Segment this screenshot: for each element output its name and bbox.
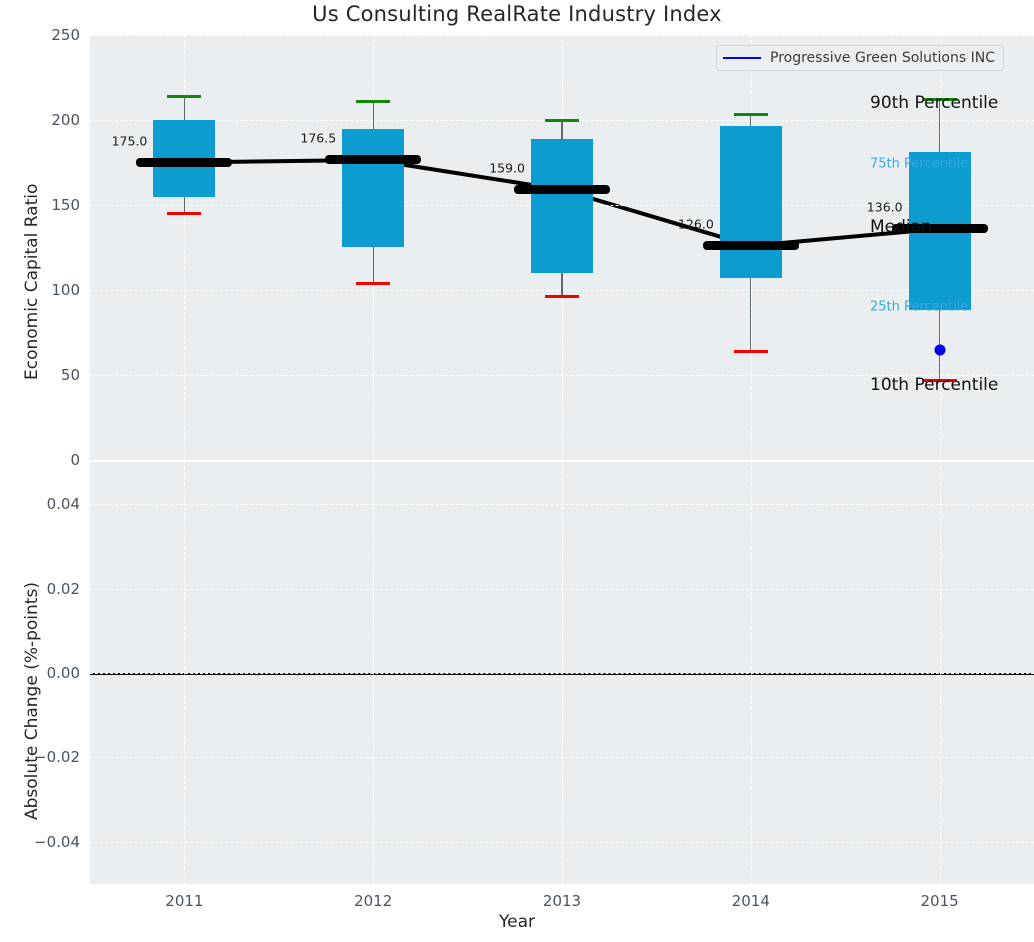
bottom-plot-area (90, 462, 1034, 884)
top-y-tick-label: 100 (51, 281, 80, 299)
top-y-tick-label: 0 (70, 451, 80, 469)
box-2013 (531, 138, 593, 273)
median-value-label-2011: 175.0 (111, 133, 148, 148)
annotation-90th-percentile: 90th Percentile (870, 93, 999, 113)
p10-cap-2015 (922, 378, 957, 382)
x-axis-label: Year (499, 912, 535, 932)
median-value-label-2013: 159.0 (489, 160, 525, 176)
p10-cap-2011 (167, 212, 202, 215)
median-value-label-2012: 176.5 (300, 130, 337, 146)
bottom-y-tick-label: −0.04 (34, 832, 80, 851)
bottom-y-tick-label: −0.02 (34, 748, 80, 767)
annotation-10th-percentile: 10th Percentile (870, 375, 999, 396)
x-tick-label-2011: 2011 (165, 892, 204, 910)
legend[interactable]: Progressive Green Solutions INC (716, 45, 1004, 71)
top-y-axis-label: Economic Capital Ratio (22, 183, 42, 380)
bottom-y-tick-label: 0.00 (46, 664, 80, 682)
company-marker-2015[interactable] (934, 344, 946, 355)
bottom-y-axis-label: Absolute Change (%-points) (22, 582, 42, 820)
bottom-gridline (90, 757, 1034, 759)
median-bar-2013 (514, 185, 610, 195)
bottom-y-tick-label: 0.04 (46, 495, 80, 514)
median-bar-2012 (325, 155, 422, 165)
annotation-median: Median (870, 217, 932, 238)
x-tick-label-2015: 2015 (920, 892, 959, 910)
p10-cap-2013 (545, 295, 579, 299)
top-y-tick-label: 200 (51, 111, 80, 129)
top-plot-area: 175.0 176.5 159.0 126.0 136.0 90th Percentile… (90, 35, 1034, 461)
zero-reference-line (90, 673, 1034, 675)
bottom-gridline (90, 588, 1034, 590)
bottom-y-tick-label: 0.02 (46, 579, 80, 598)
top-y-tick-label: 250 (51, 26, 80, 44)
x-tick-label-2014: 2014 (731, 892, 770, 910)
annotation-75th-percentile: 75th Percentile (870, 156, 969, 172)
p90-cap-2013 (545, 118, 579, 122)
top-y-axis-ticks: 0 50 100 150 200 250 (0, 26, 80, 469)
p90-cap-2014 (733, 113, 768, 117)
x-tick-label-2012: 2012 (354, 892, 393, 910)
p10-cap-2012 (356, 281, 391, 285)
p90-cap-2012 (356, 99, 391, 103)
p10-cap-2014 (733, 349, 768, 353)
bottom-gridline (90, 504, 1034, 506)
box-2014 (719, 125, 782, 279)
legend-label: Progressive Green Solutions INC (770, 50, 995, 66)
bottom-gridline (90, 841, 1034, 843)
top-gridline (90, 460, 1034, 461)
p90-cap-2011 (167, 94, 202, 98)
legend-line-swatch (723, 57, 761, 59)
median-bar-2014 (702, 241, 799, 251)
median-value-label-2014: 126.0 (678, 216, 714, 232)
top-y-tick-label: 50 (60, 366, 80, 384)
median-bar-2015 (891, 224, 988, 234)
bottom-y-axis-ticks: −0.04 −0.02 0.00 0.02 0.04 (0, 462, 80, 884)
box-2012 (342, 129, 405, 248)
median-value-label-2015: 136.0 (866, 199, 903, 215)
x-tick-label-2013: 2013 (542, 892, 582, 910)
p90-cap-2015 (922, 98, 957, 102)
annotation-25th-percentile: 25th Percentile (870, 299, 969, 315)
median-bar-2011 (136, 158, 233, 167)
top-y-tick-label: 150 (51, 196, 80, 214)
chart-title: Us Consulting RealRate Industry Index (312, 2, 722, 26)
top-gridline (90, 35, 1034, 36)
